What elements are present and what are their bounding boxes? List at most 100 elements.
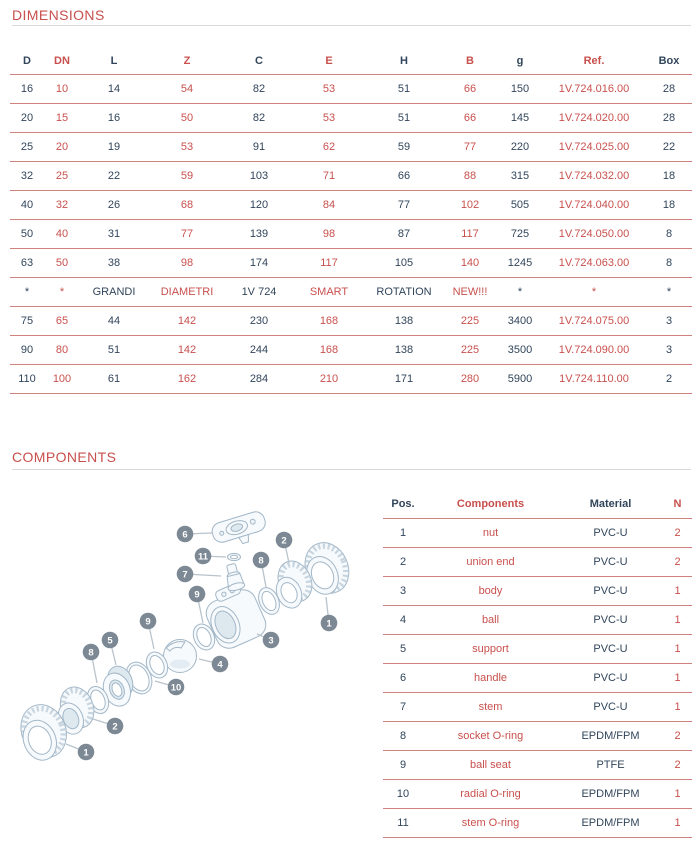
diagram-parts bbox=[20, 511, 350, 761]
svg-text:1: 1 bbox=[326, 618, 332, 629]
table-cell: 120 bbox=[226, 190, 292, 220]
table-cell: 98 bbox=[292, 219, 366, 249]
table-cell: NEW!!! bbox=[442, 277, 498, 307]
table-cell: PVC-U bbox=[558, 663, 663, 693]
table-cell: 22 bbox=[646, 132, 692, 162]
table-cell: 2 bbox=[663, 750, 692, 780]
column-header: C bbox=[226, 48, 292, 75]
callout-badge: 9 bbox=[188, 585, 206, 624]
table-cell: 174 bbox=[226, 248, 292, 278]
table-cell: 82 bbox=[226, 103, 292, 133]
callout-badge: 2 bbox=[275, 531, 293, 564]
table-cell: 1V.724.016.00 bbox=[542, 74, 646, 104]
column-header: Material bbox=[558, 489, 663, 519]
table-cell: support bbox=[423, 634, 558, 664]
table-cell: 65 bbox=[44, 306, 80, 336]
table-cell: 1V.724.110.00 bbox=[542, 364, 646, 394]
table-cell: 14 bbox=[80, 74, 148, 104]
table-cell: 50 bbox=[44, 248, 80, 278]
column-header: Components bbox=[423, 489, 558, 519]
table-cell: 1 bbox=[663, 779, 692, 809]
table-cell: 1245 bbox=[498, 248, 542, 278]
table-cell: 1V.724.032.00 bbox=[542, 161, 646, 191]
table-header-row: Pos. Components Material N bbox=[383, 489, 692, 519]
union-end-drawing bbox=[57, 686, 95, 735]
table-cell: 22 bbox=[80, 161, 148, 191]
table-cell: 40 bbox=[44, 219, 80, 249]
table-cell: 62 bbox=[292, 132, 366, 162]
table-cell: 1 bbox=[383, 518, 423, 548]
svg-text:4: 4 bbox=[217, 659, 223, 670]
table-cell: 1 bbox=[663, 808, 692, 838]
callout-badge: 1 bbox=[320, 596, 338, 632]
table-cell: 168 bbox=[292, 306, 366, 336]
table-row: 75 65 44 142 230 168 138 225 3400 1V.724.075.00 3 bbox=[10, 306, 692, 336]
table-cell: ball seat bbox=[423, 750, 558, 780]
table-cell: 88 bbox=[442, 161, 498, 191]
table-cell: 54 bbox=[148, 74, 226, 104]
nut-drawing bbox=[20, 704, 67, 761]
svg-text:8: 8 bbox=[88, 647, 93, 658]
table-cell: 26 bbox=[80, 190, 148, 220]
table-cell: 32 bbox=[44, 190, 80, 220]
table-cell: 51 bbox=[366, 103, 442, 133]
table-cell: 280 bbox=[442, 364, 498, 394]
table-cell: 44 bbox=[80, 306, 148, 336]
table-row: 10 radial O-ring EPDM/FPM 1 bbox=[383, 779, 692, 809]
column-header: L bbox=[80, 48, 148, 75]
table-row: 7 stem PVC-U 1 bbox=[383, 692, 692, 722]
callout-badge: 8 bbox=[252, 551, 270, 588]
table-cell: 77 bbox=[148, 219, 226, 249]
table-cell: EPDM/FPM bbox=[558, 808, 663, 838]
column-header: g bbox=[498, 48, 542, 75]
svg-text:9: 9 bbox=[194, 589, 199, 600]
table-cell: 100 bbox=[44, 364, 80, 394]
table-row: 3 body PVC-U 1 bbox=[383, 576, 692, 606]
callout-badge: 7 bbox=[176, 565, 222, 583]
table-cell: ROTATION bbox=[366, 277, 442, 307]
svg-text:5: 5 bbox=[107, 635, 113, 646]
table-row: 16 10 14 54 82 53 51 66 150 1V.724.016.00 28 bbox=[10, 74, 692, 104]
table-cell: 3 bbox=[646, 306, 692, 336]
stem-drawing bbox=[226, 563, 246, 592]
svg-text:11: 11 bbox=[198, 551, 209, 562]
column-header: D bbox=[10, 48, 44, 75]
table-cell: ball bbox=[423, 605, 558, 635]
table-cell: 142 bbox=[148, 306, 226, 336]
table-cell: 315 bbox=[498, 161, 542, 191]
table-cell: 1 bbox=[663, 605, 692, 635]
table-cell: 8 bbox=[383, 721, 423, 751]
svg-text:3: 3 bbox=[268, 635, 273, 646]
table-cell: 6 bbox=[383, 663, 423, 693]
table-cell: 68 bbox=[148, 190, 226, 220]
table-cell: 110 bbox=[10, 364, 44, 394]
table-cell: 91 bbox=[226, 132, 292, 162]
callout-badge: 3 bbox=[256, 631, 280, 649]
svg-text:10: 10 bbox=[171, 682, 182, 693]
table-cell: 1V.724.090.00 bbox=[542, 335, 646, 365]
table-cell: 1 bbox=[663, 634, 692, 664]
table-cell: * bbox=[10, 277, 44, 307]
table-cell: 18 bbox=[646, 190, 692, 220]
callout-badge: 5 bbox=[101, 631, 119, 666]
table-cell: 244 bbox=[226, 335, 292, 365]
table-cell: 59 bbox=[148, 161, 226, 191]
components-table: Pos. Components Material N 1 nut PVC-U 2 2 union … bbox=[383, 489, 692, 838]
callout-badge: 2 bbox=[92, 717, 124, 735]
table-cell: 9 bbox=[383, 750, 423, 780]
table-cell: 225 bbox=[442, 335, 498, 365]
table-cell: 25 bbox=[44, 161, 80, 191]
table-cell: 8 bbox=[646, 248, 692, 278]
table-cell: 1V.724.020.00 bbox=[542, 103, 646, 133]
table-cell: 16 bbox=[80, 103, 148, 133]
table-cell: 63 bbox=[10, 248, 44, 278]
union-end-drawing bbox=[275, 560, 313, 609]
svg-text:2: 2 bbox=[112, 721, 117, 732]
table-cell: 51 bbox=[80, 335, 148, 365]
table-cell: 230 bbox=[226, 306, 292, 336]
table-row: 11 stem O-ring EPDM/FPM 1 bbox=[383, 808, 692, 838]
table-cell: 66 bbox=[366, 161, 442, 191]
ball-drawing bbox=[163, 639, 197, 673]
svg-text:8: 8 bbox=[258, 555, 263, 566]
